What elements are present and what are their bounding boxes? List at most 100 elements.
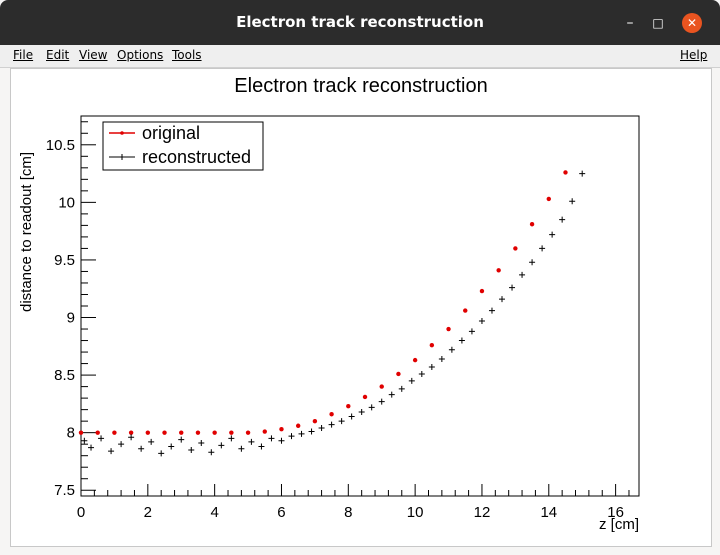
reconstructed-point bbox=[569, 198, 576, 205]
original-point bbox=[112, 430, 117, 435]
original-point bbox=[179, 430, 184, 435]
reconstructed-point bbox=[288, 433, 295, 440]
menu-edit[interactable]: Edit bbox=[46, 48, 70, 62]
reconstructed-point bbox=[499, 296, 506, 303]
original-point bbox=[128, 430, 134, 435]
reconstructed-point bbox=[519, 271, 526, 278]
close-icon[interactable]: ✕ bbox=[682, 13, 702, 33]
legend-marker-original bbox=[120, 131, 124, 135]
original-point bbox=[346, 403, 351, 409]
menu-tools[interactable]: Tools bbox=[172, 48, 202, 62]
scatter-chart: Electron track reconstruction 0 2 4 6 8 10 12 1… bbox=[18, 75, 640, 533]
chart-title: Electron track reconstruction bbox=[234, 75, 487, 97]
y-tick-label: 10 bbox=[58, 194, 75, 211]
original-point bbox=[529, 222, 535, 227]
reconstructed-point bbox=[198, 440, 205, 447]
original-point bbox=[312, 418, 318, 424]
reconstructed-point bbox=[128, 434, 135, 441]
reconstructed-point bbox=[98, 435, 105, 442]
reconstructed-point bbox=[308, 428, 315, 435]
x-tick-label: 0 bbox=[77, 504, 85, 521]
reconstructed-point bbox=[208, 449, 215, 456]
legend-box bbox=[102, 121, 264, 171]
original-point bbox=[513, 246, 518, 251]
original-point bbox=[195, 430, 201, 435]
reconstructed-point bbox=[338, 418, 345, 425]
reconstructed-point bbox=[298, 430, 305, 437]
original-point bbox=[412, 357, 418, 363]
reconstructed-point bbox=[348, 413, 355, 420]
reconstructed-point bbox=[228, 435, 235, 442]
reconstructed-point bbox=[268, 435, 275, 442]
original-point bbox=[262, 429, 267, 434]
original-point bbox=[479, 288, 485, 294]
original-point bbox=[429, 342, 435, 348]
x-tick-label: 2 bbox=[144, 504, 152, 521]
menu-bar: File Edit View Options Tools Help bbox=[0, 45, 720, 68]
legend-label-original: original bbox=[142, 123, 200, 143]
original-point bbox=[446, 326, 451, 332]
x-tick-label: 6 bbox=[277, 504, 285, 521]
maximize-icon[interactable]: □ bbox=[652, 16, 664, 30]
y-tick-label: 9.5 bbox=[54, 252, 75, 269]
chart-legend: original reconstructed bbox=[102, 121, 264, 171]
y-tick-label: 8 bbox=[67, 425, 75, 442]
original-point bbox=[329, 412, 334, 417]
reconstructed-point bbox=[328, 421, 335, 428]
reconstructed-point bbox=[579, 170, 586, 177]
y-axis-label: distance to readout [cm] bbox=[18, 152, 35, 312]
reconstructed-point bbox=[438, 355, 445, 362]
reconstructed-point bbox=[458, 337, 465, 344]
legend-label-reconstructed: reconstructed bbox=[142, 147, 251, 167]
x-tick-label: 8 bbox=[344, 504, 352, 521]
original-point bbox=[145, 430, 151, 435]
menu-file[interactable]: File bbox=[13, 48, 34, 62]
reconstructed-point bbox=[168, 443, 175, 450]
reconstructed-point bbox=[188, 446, 195, 453]
original-point bbox=[496, 268, 501, 273]
reconstructed-point bbox=[529, 259, 536, 266]
original-point bbox=[463, 308, 468, 313]
reconstructed-point bbox=[158, 450, 165, 457]
reconstructed-point bbox=[358, 408, 365, 415]
reconstructed-point bbox=[509, 284, 516, 291]
original-point bbox=[95, 430, 100, 435]
reconstructed-point bbox=[178, 436, 185, 443]
original-point bbox=[229, 430, 234, 435]
x-tick-label: 10 bbox=[407, 504, 424, 521]
reconstructed-point bbox=[549, 231, 556, 238]
reconstructed-point bbox=[378, 398, 385, 405]
x-tick-label: 14 bbox=[540, 504, 557, 521]
original-point bbox=[212, 430, 217, 435]
original-point bbox=[546, 196, 551, 202]
plot-canvas[interactable]: Electron track reconstruction 0 2 4 6 8 10 12 1… bbox=[10, 68, 712, 547]
y-tick-label: 9 bbox=[67, 310, 75, 327]
plot-frame bbox=[80, 115, 640, 497]
reconstructed-point bbox=[88, 444, 95, 451]
reconstructed-point bbox=[248, 438, 255, 445]
menu-view[interactable]: View bbox=[79, 48, 108, 62]
reconstructed-point bbox=[108, 448, 115, 455]
reconstructed-point bbox=[468, 328, 475, 335]
original-point bbox=[379, 384, 384, 389]
reconstructed-point bbox=[278, 437, 285, 444]
reconstructed-point bbox=[418, 370, 425, 377]
original-point bbox=[162, 430, 167, 435]
menu-help[interactable]: Help bbox=[680, 48, 708, 62]
x-tick-label: 16 bbox=[607, 504, 624, 521]
reconstructed-point bbox=[81, 437, 88, 444]
reconstructed-point bbox=[368, 404, 375, 411]
original-point bbox=[396, 371, 401, 377]
original-point bbox=[78, 430, 84, 435]
reconstructed-point bbox=[148, 438, 155, 445]
menu-options[interactable]: Options bbox=[117, 48, 164, 62]
y-tick-label: 10.5 bbox=[46, 137, 75, 154]
title-bar[interactable]: Electron track reconstruction – □ ✕ bbox=[0, 0, 720, 45]
reconstructed-point bbox=[318, 425, 325, 432]
reconstructed-point bbox=[478, 317, 485, 324]
original-point bbox=[295, 423, 301, 428]
minimize-icon[interactable]: – bbox=[626, 15, 634, 31]
window-title: Electron track reconstruction bbox=[236, 13, 484, 31]
reconstructed-point bbox=[408, 377, 415, 384]
